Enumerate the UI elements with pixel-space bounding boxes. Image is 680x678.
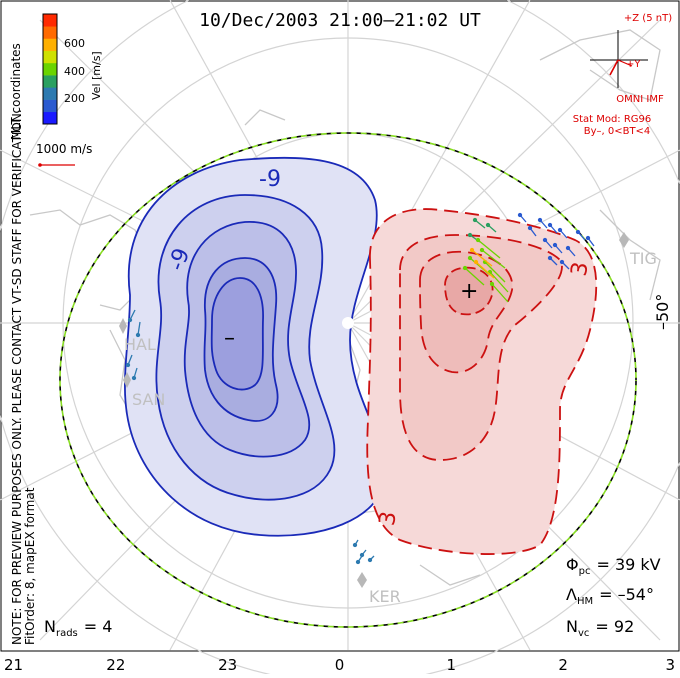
colorbar-band <box>43 38 57 51</box>
positive-contour-label: 3 <box>375 510 402 528</box>
station-markers: HAL SAN TIG KER <box>119 232 657 606</box>
magnetic-pole <box>342 317 354 329</box>
stat-lambda-hm: ΛHM = –54° <box>566 585 654 607</box>
negative-contour-label: -9 <box>259 167 281 192</box>
colorbar-band <box>43 14 57 27</box>
colorbar-band <box>43 99 57 113</box>
colorbar-band <box>43 75 57 88</box>
imf-z-label: +Z (5 nT) <box>624 13 672 24</box>
hm-boundary-green <box>59 132 637 628</box>
stat-n-vc: Nvc = 92 <box>566 617 634 639</box>
imf-source: OMNI IMF <box>616 94 664 105</box>
station-san-label: SAN <box>132 390 165 409</box>
station-tig-icon <box>619 232 629 248</box>
mlt-tick-label: 3 <box>665 656 675 674</box>
imf-y-label: +Y <box>626 59 641 70</box>
potential-max-marker: + <box>460 279 478 304</box>
mlt-tick-label: 21 <box>4 656 23 674</box>
velocity-colorbar <box>42 13 58 125</box>
negative-potential-cell: -9 -9 – <box>124 156 387 537</box>
imf-stat-mod: Stat Mod: RG96 <box>573 114 652 125</box>
fit-order-note: FitOrder: 8, mapEX format <box>23 487 37 645</box>
station-san-icon <box>123 372 131 388</box>
imf-indicator <box>590 30 648 88</box>
station-ker-icon <box>357 572 367 588</box>
fit-statistics: Φpc = 39 kV ΛHM = –54° Nvc = 92 Nrads = 4 <box>44 555 661 639</box>
colorbar-tick-600: 600 <box>64 37 85 50</box>
colorbar-label: Vel [m/s] <box>90 51 103 100</box>
colorbar-band <box>43 111 57 125</box>
mlt-tick-label: 2 <box>558 656 568 674</box>
mlt-tick-label: 1 <box>447 656 457 674</box>
latitude-label: –50° <box>653 294 672 330</box>
colorbar-tick-200: 200 <box>64 92 85 105</box>
stat-phi-pc: Φpc = 39 kV <box>566 555 661 577</box>
velocity-vectors <box>125 212 595 565</box>
colorbar-band <box>43 50 57 64</box>
colorbar-band <box>43 26 57 39</box>
station-hal-label: HAL <box>124 335 156 354</box>
colorbar-band <box>43 87 57 100</box>
imf-condition: By–, 0<BT<4 <box>584 126 651 137</box>
colorbar-band <box>43 62 57 76</box>
positive-potential-cell: 3 3 + <box>366 208 598 555</box>
mlt-tick-label: 23 <box>218 656 237 674</box>
mlt-axis: 21 22 23 0 1 2 3 <box>4 656 675 674</box>
mlt-tick-label: 22 <box>106 656 125 674</box>
colorbar-tick-400: 400 <box>64 65 85 78</box>
station-tig-label: TIG <box>629 249 657 268</box>
potential-min-marker: – <box>224 326 235 351</box>
mlt-tick-label: 0 <box>335 656 345 674</box>
station-ker-label: KER <box>369 587 401 606</box>
plot-title: 10/Dec/2003 21:00–21:02 UT <box>199 10 481 31</box>
reference-vector-label: 1000 m/s <box>36 142 92 156</box>
positive-contour-label-2: 3 <box>567 260 594 278</box>
preview-notice: NOTE: FOR PREVIEW PURPOSES ONLY. PLEASE … <box>10 109 24 645</box>
station-hal-icon <box>119 318 127 334</box>
coordinate-system-label: MLT coordinates <box>9 43 23 140</box>
stat-n-rads: Nrads = 4 <box>44 617 112 639</box>
